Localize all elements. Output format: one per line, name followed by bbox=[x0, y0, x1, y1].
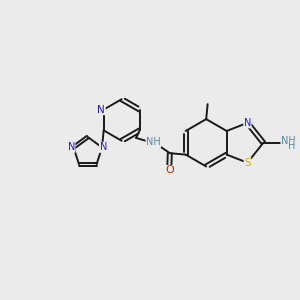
Text: N: N bbox=[68, 142, 75, 152]
Text: NH: NH bbox=[146, 137, 161, 147]
Text: N: N bbox=[100, 142, 107, 152]
Text: O: O bbox=[165, 166, 174, 176]
Text: N: N bbox=[98, 105, 105, 115]
Text: S: S bbox=[244, 158, 251, 168]
Text: H: H bbox=[288, 141, 296, 151]
Text: N: N bbox=[244, 118, 251, 128]
Text: NH: NH bbox=[281, 136, 296, 146]
